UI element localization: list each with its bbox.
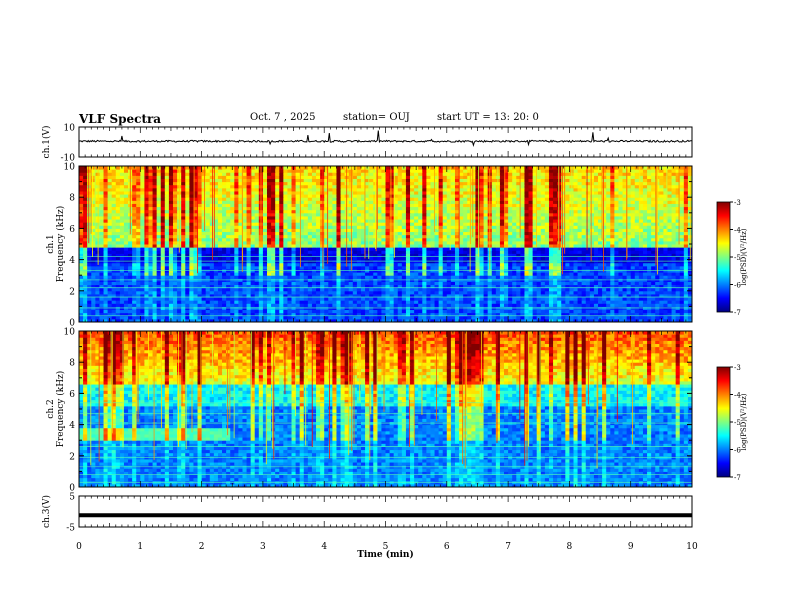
y-axis-label: Frequency (kHz) [55,206,66,283]
y-axis-label: ch.1(V) [41,126,52,159]
start-ut-label: start UT = 13: 20: 0 [437,112,539,123]
y-tick-label: -10 [61,154,76,164]
x-ticks [78,331,693,487]
colorbar-scale [716,201,731,313]
x-axis-label: Time (min) [357,549,414,560]
y-axis-label: ch.2 [46,399,56,418]
station-label: station= OUJ [343,112,410,123]
ch1-waveform-y-axis: 10 -10 ch.1(V) [41,124,692,164]
y-tick-label: 2 [69,287,75,297]
x-tick-label: 3 [260,542,266,552]
x-tick-label: 1 [137,542,143,552]
ch1-waveform-trace [79,130,692,147]
y-tick-label: -5 [66,524,75,534]
y-tick-label: 6 [69,390,75,400]
ch1-spectrogram-colorbar: -3 -4 -5 -6 -7 log(PSD)(V²/Hz) [716,199,748,317]
y-tick-label: 0 [69,319,75,329]
y-axis-label: ch.1 [46,234,56,253]
x-tick-label: 4 [321,542,327,552]
y-axis-label: ch.3(V) [41,495,52,528]
ch3-waveform-y-axis: 5 -5 ch.3(V) [41,493,692,534]
colorbar-tick-label: -3 [734,364,741,372]
y-tick-label: 8 [69,359,75,369]
x-tick-label: 6 [444,542,450,552]
y-axis-label: Frequency (kHz) [55,371,66,448]
colorbar-tick-label: -4 [734,392,741,400]
y-tick-label: 10 [64,163,76,173]
x-ticks [78,127,693,157]
colorbar-tick-label: -5 [734,419,741,427]
colorbar-tick-label: -6 [734,282,741,290]
x-axis: 0 1 2 3 4 5 6 7 8 9 10 Time (min) [76,542,698,560]
ch1-spectrogram-y-axis: 0 2 4 6 8 10 ch.1 Frequency (kHz) [46,163,692,329]
ch2-spectrogram-y-axis: 0 2 4 6 8 10 ch.2 Frequency (kHz) [46,328,692,494]
colorbar-label: log(PSD)(V²/Hz) [740,228,748,285]
y-tick-label: 6 [69,225,75,235]
y-tick-label: 4 [69,256,75,266]
y-tick-label: 8 [69,194,75,204]
colorbar-label: log(PSD)(V²/Hz) [740,393,748,450]
y-tick-label: 10 [64,328,76,338]
x-tick-label: 9 [628,542,634,552]
colorbar-scale [716,366,731,478]
date-label: Oct. 7 , 2025 [250,112,316,123]
colorbar-tick-label: -7 [734,474,741,482]
x-tick-label: 5 [383,542,389,552]
ch2-spectrogram [78,330,693,488]
y-tick-label: 4 [69,421,75,431]
x-ticks [78,166,693,322]
x-tick-label: 10 [686,542,698,552]
colorbar-tick-label: -3 [734,199,741,207]
colorbar-tick-label: -4 [734,227,741,235]
x-ticks [78,496,693,527]
colorbar-tick-label: -6 [734,447,741,455]
ch2-spectrogram-colorbar: -3 -4 -5 -6 -7 log(PSD)(V²/Hz) [716,364,748,482]
ch1-spectrogram [78,165,693,323]
y-tick-label: 5 [69,493,75,503]
chart-title: VLF Spectra [79,112,162,126]
colorbar-tick-label: -5 [734,254,741,262]
y-tick-label: 2 [69,452,75,462]
y-tick-label: 10 [64,124,76,134]
x-tick-label: 7 [505,542,511,552]
colorbar-tick-label: -7 [734,309,741,317]
x-tick-label: 2 [199,542,205,552]
y-tick-label: 0 [69,484,75,494]
x-tick-label: 8 [567,542,573,552]
x-tick-label: 0 [76,542,82,552]
